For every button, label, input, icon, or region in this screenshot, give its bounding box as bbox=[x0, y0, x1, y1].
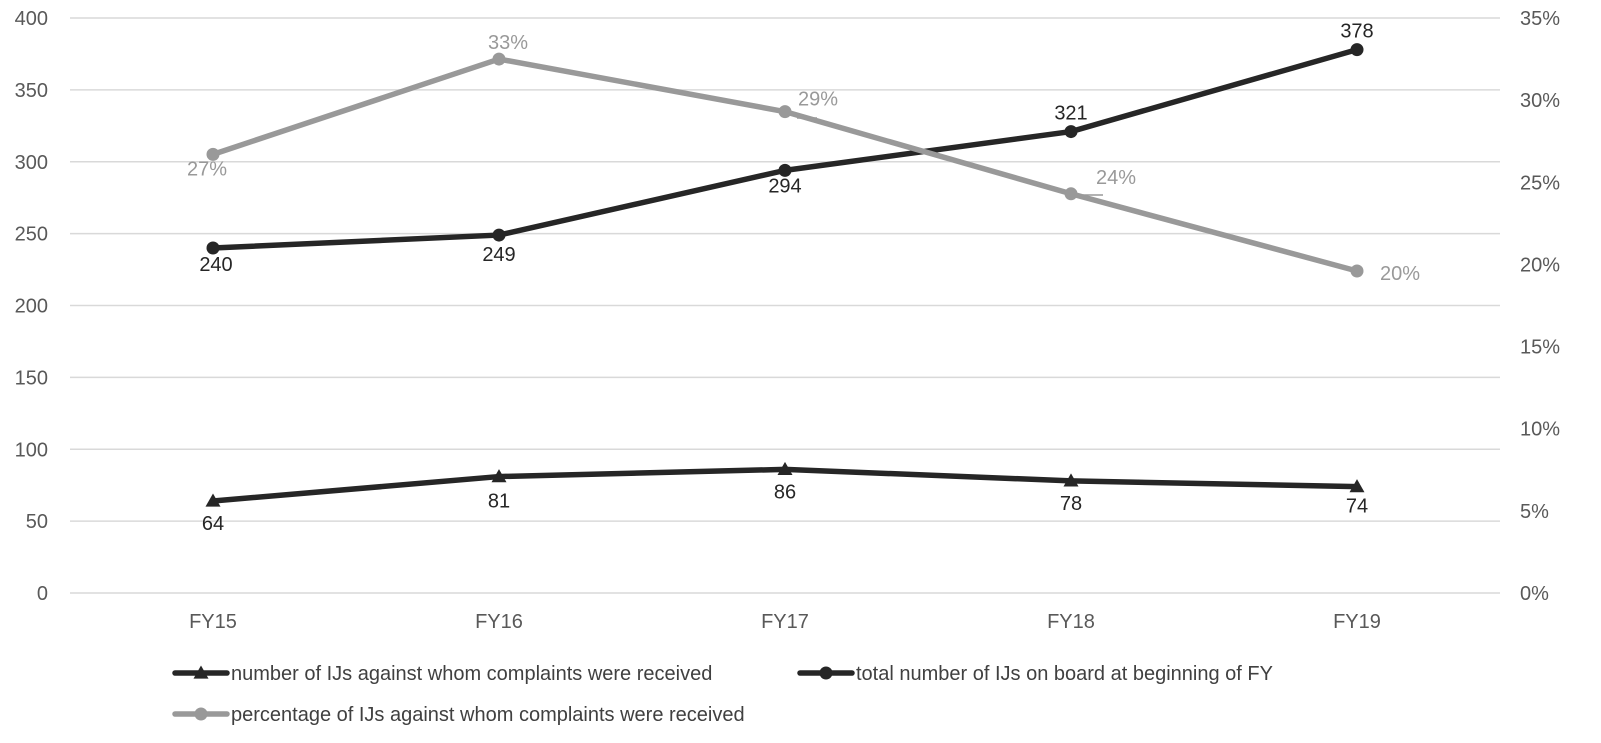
y-left-tick-label: 100 bbox=[15, 439, 48, 461]
left-y-axis: 0 50 100 150 200 250 300 350 400 bbox=[15, 8, 48, 605]
x-tick-label: FY15 bbox=[189, 611, 237, 633]
y-left-tick-label: 200 bbox=[15, 296, 48, 318]
data-point-marker bbox=[1350, 264, 1364, 278]
legend-swatch-marker bbox=[193, 665, 209, 679]
data-point-marker bbox=[492, 52, 506, 66]
data-label: 64 bbox=[202, 513, 224, 535]
data-point-marker bbox=[1063, 473, 1079, 487]
data-point-marker bbox=[491, 469, 507, 483]
data-label: 74 bbox=[1346, 496, 1368, 518]
data-label: 20% bbox=[1380, 263, 1420, 285]
x-tick-label: FY17 bbox=[761, 611, 809, 633]
data-label: 378 bbox=[1340, 21, 1373, 43]
y-left-tick-label: 0 bbox=[37, 583, 48, 605]
y-right-tick-label: 10% bbox=[1520, 419, 1560, 441]
data-point-marker bbox=[1064, 187, 1078, 201]
data-point-marker bbox=[778, 163, 792, 177]
data-point-marker bbox=[206, 147, 220, 161]
y-left-tick-label: 250 bbox=[15, 224, 48, 246]
data-label: 24% bbox=[1096, 167, 1136, 189]
gridlines bbox=[70, 17, 1500, 594]
y-right-tick-label: 20% bbox=[1520, 254, 1560, 276]
y-left-tick-label: 50 bbox=[26, 511, 48, 533]
data-label: 27% bbox=[187, 158, 227, 180]
data-point-marker bbox=[205, 493, 221, 507]
data-label: 86 bbox=[774, 481, 796, 503]
data-point-marker bbox=[1350, 43, 1364, 57]
y-left-tick-label: 150 bbox=[15, 367, 48, 389]
y-right-tick-label: 15% bbox=[1520, 337, 1560, 359]
legend-swatch-marker bbox=[819, 666, 833, 680]
data-label: 294 bbox=[768, 175, 801, 197]
x-tick-label: FY19 bbox=[1333, 611, 1381, 633]
right-y-axis: 0% 5% 10% 15% 20% 25% 30% 35% bbox=[1520, 8, 1560, 605]
x-tick-label: FY16 bbox=[475, 611, 523, 633]
y-right-tick-label: 30% bbox=[1520, 90, 1560, 112]
legend: number of IJs against whom complaints we… bbox=[172, 663, 1273, 726]
data-label: 33% bbox=[488, 32, 528, 54]
y-right-tick-label: 0% bbox=[1520, 583, 1549, 605]
data-labels: 64 81 86 78 74 240 249 294 321 378 27% 33% 29% 24% 20% bbox=[187, 21, 1420, 535]
data-point-marker bbox=[1349, 479, 1365, 493]
legend-label: percentage of IJs against whom complaint… bbox=[231, 704, 745, 726]
legend-label: total number of IJs on board at beginnin… bbox=[856, 663, 1273, 685]
data-label: 29% bbox=[798, 89, 838, 111]
data-point-marker bbox=[1064, 125, 1078, 139]
y-left-tick-label: 400 bbox=[15, 8, 48, 30]
y-right-tick-label: 35% bbox=[1520, 8, 1560, 30]
series-lines bbox=[205, 43, 1365, 507]
data-label: 81 bbox=[488, 491, 510, 513]
data-label: 321 bbox=[1054, 103, 1087, 125]
data-label: 249 bbox=[482, 244, 515, 266]
data-point-marker bbox=[778, 105, 792, 119]
legend-swatch-marker bbox=[194, 707, 208, 721]
data-point-marker bbox=[492, 228, 506, 242]
y-right-tick-label: 25% bbox=[1520, 172, 1560, 194]
x-axis: FY15 FY16 FY17 FY18 FY19 bbox=[189, 611, 1381, 633]
legend-label: number of IJs against whom complaints we… bbox=[231, 663, 712, 685]
x-tick-label: FY18 bbox=[1047, 611, 1095, 633]
y-right-tick-label: 5% bbox=[1520, 501, 1549, 523]
data-label: 78 bbox=[1060, 493, 1082, 515]
data-point-marker bbox=[777, 461, 793, 475]
series-line-2 bbox=[210, 46, 1360, 251]
y-left-tick-label: 300 bbox=[15, 152, 48, 174]
y-left-tick-label: 350 bbox=[15, 80, 48, 102]
data-label: 240 bbox=[199, 254, 232, 276]
data-point-marker bbox=[206, 241, 220, 255]
